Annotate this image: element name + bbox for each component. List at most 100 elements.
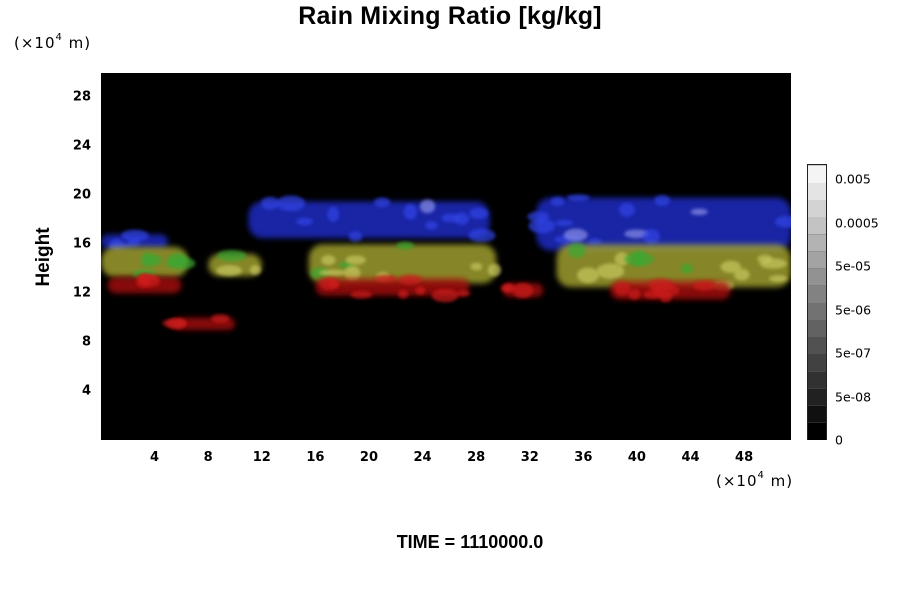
feature-texture [720, 260, 742, 273]
y-axis-unit: (×104 m) [14, 32, 92, 52]
feature-texture [373, 197, 391, 208]
y-tick-label: 4 [81, 383, 91, 399]
feature-texture [550, 196, 565, 206]
feature-texture [345, 255, 366, 265]
colorbar-label: 0 [835, 432, 843, 448]
feature-texture [596, 263, 625, 279]
feature-texture [327, 206, 339, 222]
feature-texture [350, 291, 373, 299]
feature-texture [344, 265, 361, 281]
y-tick-label: 8 [81, 334, 91, 350]
feature-texture [654, 195, 670, 206]
feature-texture [647, 278, 674, 292]
colorbar-label: 5e-07 [835, 345, 872, 361]
y-tick-label: 20 [72, 187, 91, 203]
colorbar-segment [808, 165, 826, 183]
feature-upper-2 [536, 197, 791, 251]
feature-texture [456, 290, 471, 297]
colorbar-segment [808, 250, 826, 269]
x-unit-suffix: m) [764, 472, 794, 490]
feature-texture [140, 252, 154, 268]
colorbar-segment [808, 353, 826, 371]
feature-texture [276, 195, 306, 212]
feature-texture [431, 288, 459, 303]
x-tick-label: 48 [735, 450, 754, 465]
x-tick-label: 32 [520, 450, 539, 465]
x-tick-label: 28 [467, 450, 486, 465]
colorbar-label: 5e-06 [835, 302, 872, 317]
colorbar-segment [808, 284, 826, 303]
feature-texture [121, 229, 149, 242]
feature-texture [470, 262, 483, 271]
feature-texture [419, 199, 436, 214]
feature-texture [614, 281, 631, 296]
y-tick-label: 28 [72, 89, 91, 105]
y-axis-label: Height [33, 227, 54, 287]
colorbar-segment [808, 319, 826, 337]
colorbar-segment [808, 199, 826, 217]
y-tick-label: 12 [72, 285, 91, 301]
feature-texture [403, 203, 418, 220]
feature-texture [398, 289, 409, 299]
colorbar-segment [808, 404, 826, 423]
chart-title: Rain Mixing Ratio [kg/kg] [298, 2, 602, 30]
colorbar-segment [808, 182, 826, 200]
time-label: TIME = 1110000.0 [396, 532, 544, 552]
feature-texture [321, 255, 336, 266]
feature-texture [328, 279, 340, 289]
colorbar-segment [808, 233, 826, 252]
x-unit-prefix: (×10 [716, 472, 758, 490]
feature-texture [502, 283, 515, 293]
feature-texture [588, 238, 602, 245]
feature-texture [217, 249, 247, 262]
feature-texture [487, 263, 501, 277]
colorbar-segment [808, 336, 826, 354]
feature-texture [348, 231, 363, 242]
feature-texture [567, 194, 590, 202]
colorbar-segment [808, 387, 826, 406]
feature-texture [563, 228, 588, 242]
feature-texture [757, 254, 773, 264]
x-tick-label: 12 [252, 450, 271, 465]
feature-texture [643, 290, 663, 299]
y-unit-suffix: m) [62, 34, 92, 52]
feature-texture [642, 228, 660, 245]
feature-texture [577, 267, 599, 284]
feature-texture [628, 289, 641, 300]
feature-texture [624, 252, 654, 267]
feature-texture [734, 268, 750, 281]
feature-texture [261, 196, 280, 210]
feature-texture [693, 280, 716, 291]
colorbar-label: 5e-08 [835, 389, 872, 404]
feature-texture [138, 273, 149, 285]
feature-texture [216, 265, 242, 277]
feature-texture [614, 252, 630, 266]
feature-texture [774, 215, 791, 228]
feature-texture [512, 282, 534, 299]
feature-texture [769, 275, 788, 283]
feature-texture [468, 228, 496, 243]
colorbar-label: 0.005 [835, 171, 871, 187]
feature-texture [415, 286, 426, 295]
x-tick-label: 40 [627, 450, 646, 465]
feature-texture [296, 217, 313, 226]
colorbar-segment [808, 302, 826, 320]
plot-area [101, 73, 791, 440]
colorbar-segment [808, 370, 826, 389]
x-tick-label: 4 [150, 450, 160, 465]
colorbar-segment [808, 267, 826, 286]
feature-texture [619, 202, 635, 217]
y-tick-label: 16 [72, 236, 91, 252]
x-tick-label: 44 [681, 450, 700, 465]
feature-lower-8 [315, 278, 470, 296]
x-tick-label: 8 [203, 450, 213, 465]
feature-texture [374, 275, 398, 283]
y-unit-exponent: 4 [55, 32, 63, 43]
feature-texture [469, 207, 489, 219]
feature-texture [624, 229, 649, 239]
feature-texture [659, 291, 672, 303]
feature-texture [680, 263, 694, 274]
y-unit-prefix: (×10 [14, 34, 56, 52]
x-tick-label: 24 [413, 450, 432, 465]
feature-texture [425, 221, 438, 230]
